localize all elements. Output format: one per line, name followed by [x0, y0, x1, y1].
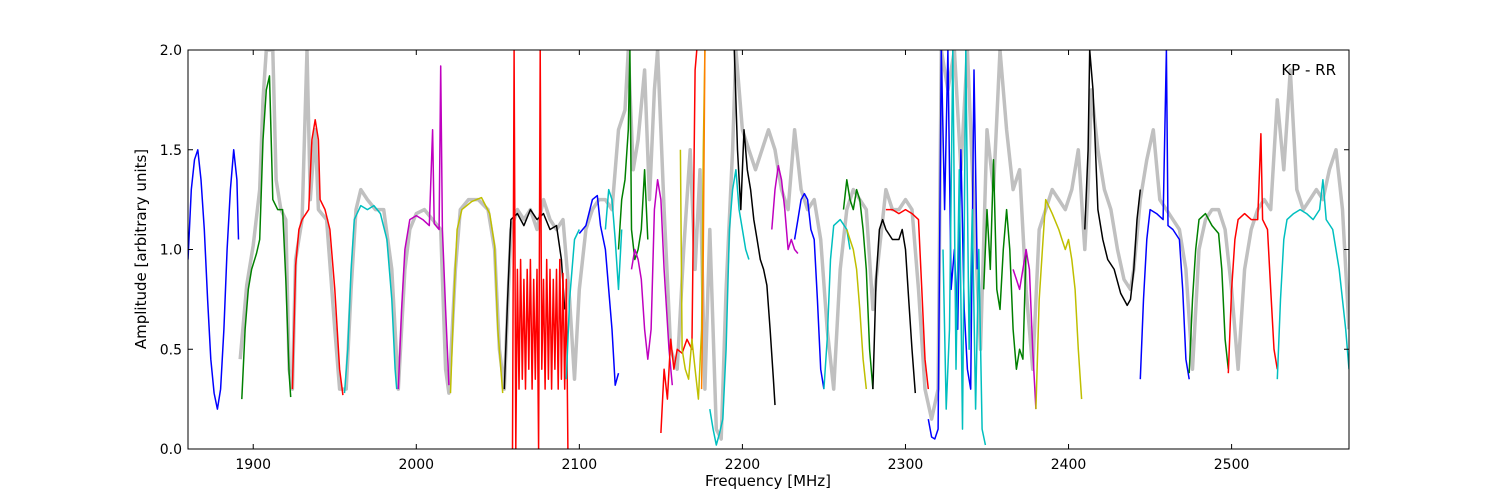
- y-tick-label: 1.0: [160, 243, 182, 259]
- series-line-15: [679, 50, 706, 400]
- series-line-35: [1276, 178, 1349, 380]
- series-line-5: [397, 65, 450, 390]
- x-tick-label: 2500: [1214, 457, 1250, 473]
- series-line-12: [617, 50, 649, 261]
- series-line-7: [503, 208, 566, 390]
- reference-trace: [238, 50, 1349, 441]
- series-line-1: [188, 149, 240, 410]
- x-tick-label: 1900: [235, 457, 271, 473]
- x-axis-label: Frequency [MHz]: [705, 472, 831, 490]
- series-line-11: [604, 188, 623, 291]
- y-tick-label: 0.0: [160, 442, 182, 458]
- x-tick-label: 2100: [562, 457, 598, 473]
- series-line-27: [942, 50, 987, 446]
- series-line-4: [343, 204, 398, 394]
- spectrum-series: [188, 50, 1349, 449]
- series-line-24: [872, 218, 917, 394]
- series-line-23: [846, 229, 868, 390]
- x-tick-label: 2300: [888, 457, 924, 473]
- series-line-14: [660, 50, 698, 434]
- series-line-16: [700, 50, 706, 390]
- reference-line: [238, 50, 1349, 441]
- series-line-10: [578, 194, 620, 386]
- series-line-29: [1012, 248, 1037, 410]
- series-line-22: [842, 178, 874, 390]
- series-line-17: [709, 168, 750, 446]
- series-line-33: [1188, 212, 1230, 374]
- series-line-32: [1139, 50, 1190, 380]
- series-line-31: [1084, 50, 1142, 307]
- series-line-20: [793, 192, 825, 390]
- y-tick-label: 0.5: [160, 342, 182, 358]
- series-line-30: [1035, 198, 1083, 410]
- y-axis-ticks: 0.0 0.5 1.0 1.5 2.0: [160, 43, 1349, 458]
- x-tick-label: 2000: [398, 457, 434, 473]
- x-tick-label: 2200: [725, 457, 761, 473]
- series-line-34: [1227, 133, 1279, 374]
- x-axis-ticks: 1900 2000 2100 2200 2300 2400 2500: [235, 50, 1249, 473]
- series-line-26: [927, 50, 978, 440]
- y-axis-label: Amplitude [arbitrary units]: [132, 149, 150, 349]
- x-tick-label: 2400: [1051, 457, 1087, 473]
- panel-annotation: KP - RR: [1281, 61, 1336, 79]
- series-line-25: [885, 208, 930, 390]
- series-line-3: [291, 119, 344, 396]
- series-line-19: [771, 164, 799, 254]
- series-line-18: [733, 50, 776, 406]
- y-tick-label: 2.0: [160, 43, 182, 59]
- series-line-28: [982, 158, 1027, 370]
- y-tick-label: 1.5: [160, 143, 182, 159]
- series-line-8: [511, 50, 569, 449]
- series-line-2: [241, 75, 292, 400]
- series-line-13: [630, 178, 674, 386]
- series-line-9: [565, 229, 580, 380]
- series-line-6: [449, 196, 504, 394]
